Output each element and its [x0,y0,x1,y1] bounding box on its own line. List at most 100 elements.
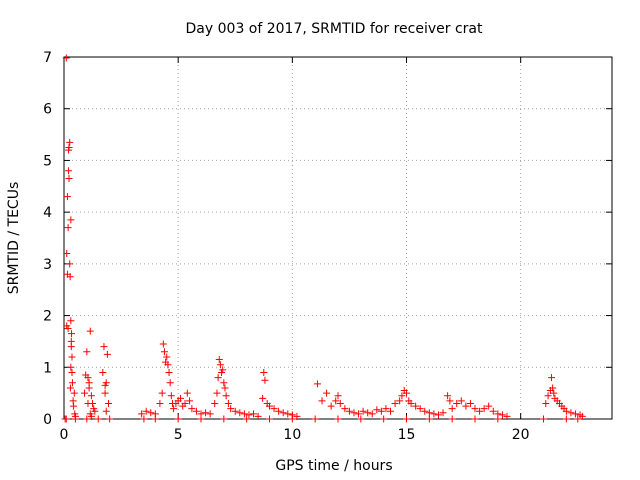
x-tick-label: 15 [398,427,416,443]
data-point [387,407,395,415]
data-point [425,409,433,417]
data-point [403,389,410,397]
data-point [498,411,506,419]
data-point [156,399,164,407]
data-point [540,415,547,423]
data-point [186,397,194,405]
data-point [434,411,442,419]
data-point [206,410,214,418]
data-point [67,343,75,351]
x-tick-label: 0 [60,427,69,443]
data-point [166,379,174,387]
data-point [396,397,404,405]
data-point [503,412,511,420]
data-point [65,167,73,175]
data-point [462,402,470,410]
data-point [68,379,76,387]
data-point [318,397,326,405]
data-point [215,356,223,364]
data-point [341,405,349,413]
data-point [448,405,456,413]
data-point [270,405,278,413]
data-point [231,407,239,415]
data-point [547,374,555,382]
data-point [220,379,228,387]
chart-title: Day 003 of 2017, SRMTID for receiver cra… [186,21,483,37]
data-point [562,407,570,415]
data-point [311,415,319,423]
x-tick-label: 10 [283,427,301,443]
data-point [412,402,420,410]
data-point [85,384,93,392]
data-point [63,193,71,201]
data-point [158,389,166,397]
data-point [550,389,558,397]
data-point [571,410,579,418]
data-point [260,368,268,376]
y-tick-label: 0 [43,412,52,428]
data-point [99,368,107,376]
data-point [430,410,438,418]
data-point [425,415,433,423]
data-point [313,380,321,388]
data-point [446,397,454,405]
data-point [259,394,267,402]
data-point [66,260,74,268]
data-point [222,392,230,400]
data-point [457,397,465,405]
data-point [448,415,456,423]
data-point [391,399,399,407]
data-points [61,54,586,423]
data-point [377,407,385,415]
data-point [214,374,222,382]
data-point [254,412,262,420]
data-point [159,340,167,348]
data-point [151,415,159,423]
data-point [67,363,75,371]
data-point [83,415,91,423]
data-point [250,410,258,418]
data-point [416,405,424,413]
data-point [165,368,173,376]
data-point [67,216,75,224]
data-point [62,54,70,62]
data-point [170,405,178,413]
data-point [284,410,292,418]
data-point [192,407,200,415]
data-point [138,410,146,418]
data-point [70,389,78,397]
y-tick-label: 2 [43,309,52,325]
data-point [87,392,95,400]
data-point [407,399,415,407]
data-point [106,415,114,423]
data-point [65,175,73,183]
data-point [355,410,363,418]
data-point [64,325,72,332]
data-point [549,384,557,392]
y-tick-label: 5 [43,153,52,169]
data-point [279,409,287,417]
y-axis-label: SRMTID / TECUs [6,182,22,295]
data-point [373,406,381,414]
data-point [183,389,191,397]
data-point [142,407,150,415]
data-point [544,392,552,400]
data-point [67,317,75,325]
data-point [221,384,229,392]
data-point [174,415,182,423]
data-point [345,407,353,415]
data-point [68,368,76,376]
y-tick-label: 6 [43,102,52,118]
data-point [220,415,228,423]
data-point [578,412,586,420]
data-point [176,394,184,402]
data-point [421,407,429,415]
data-point [444,392,452,400]
data-point [334,392,342,400]
data-point [380,415,388,423]
data-point [102,379,110,387]
data-point [83,348,91,356]
data-point [480,405,488,413]
data-point [66,273,74,281]
data-point [181,399,189,407]
